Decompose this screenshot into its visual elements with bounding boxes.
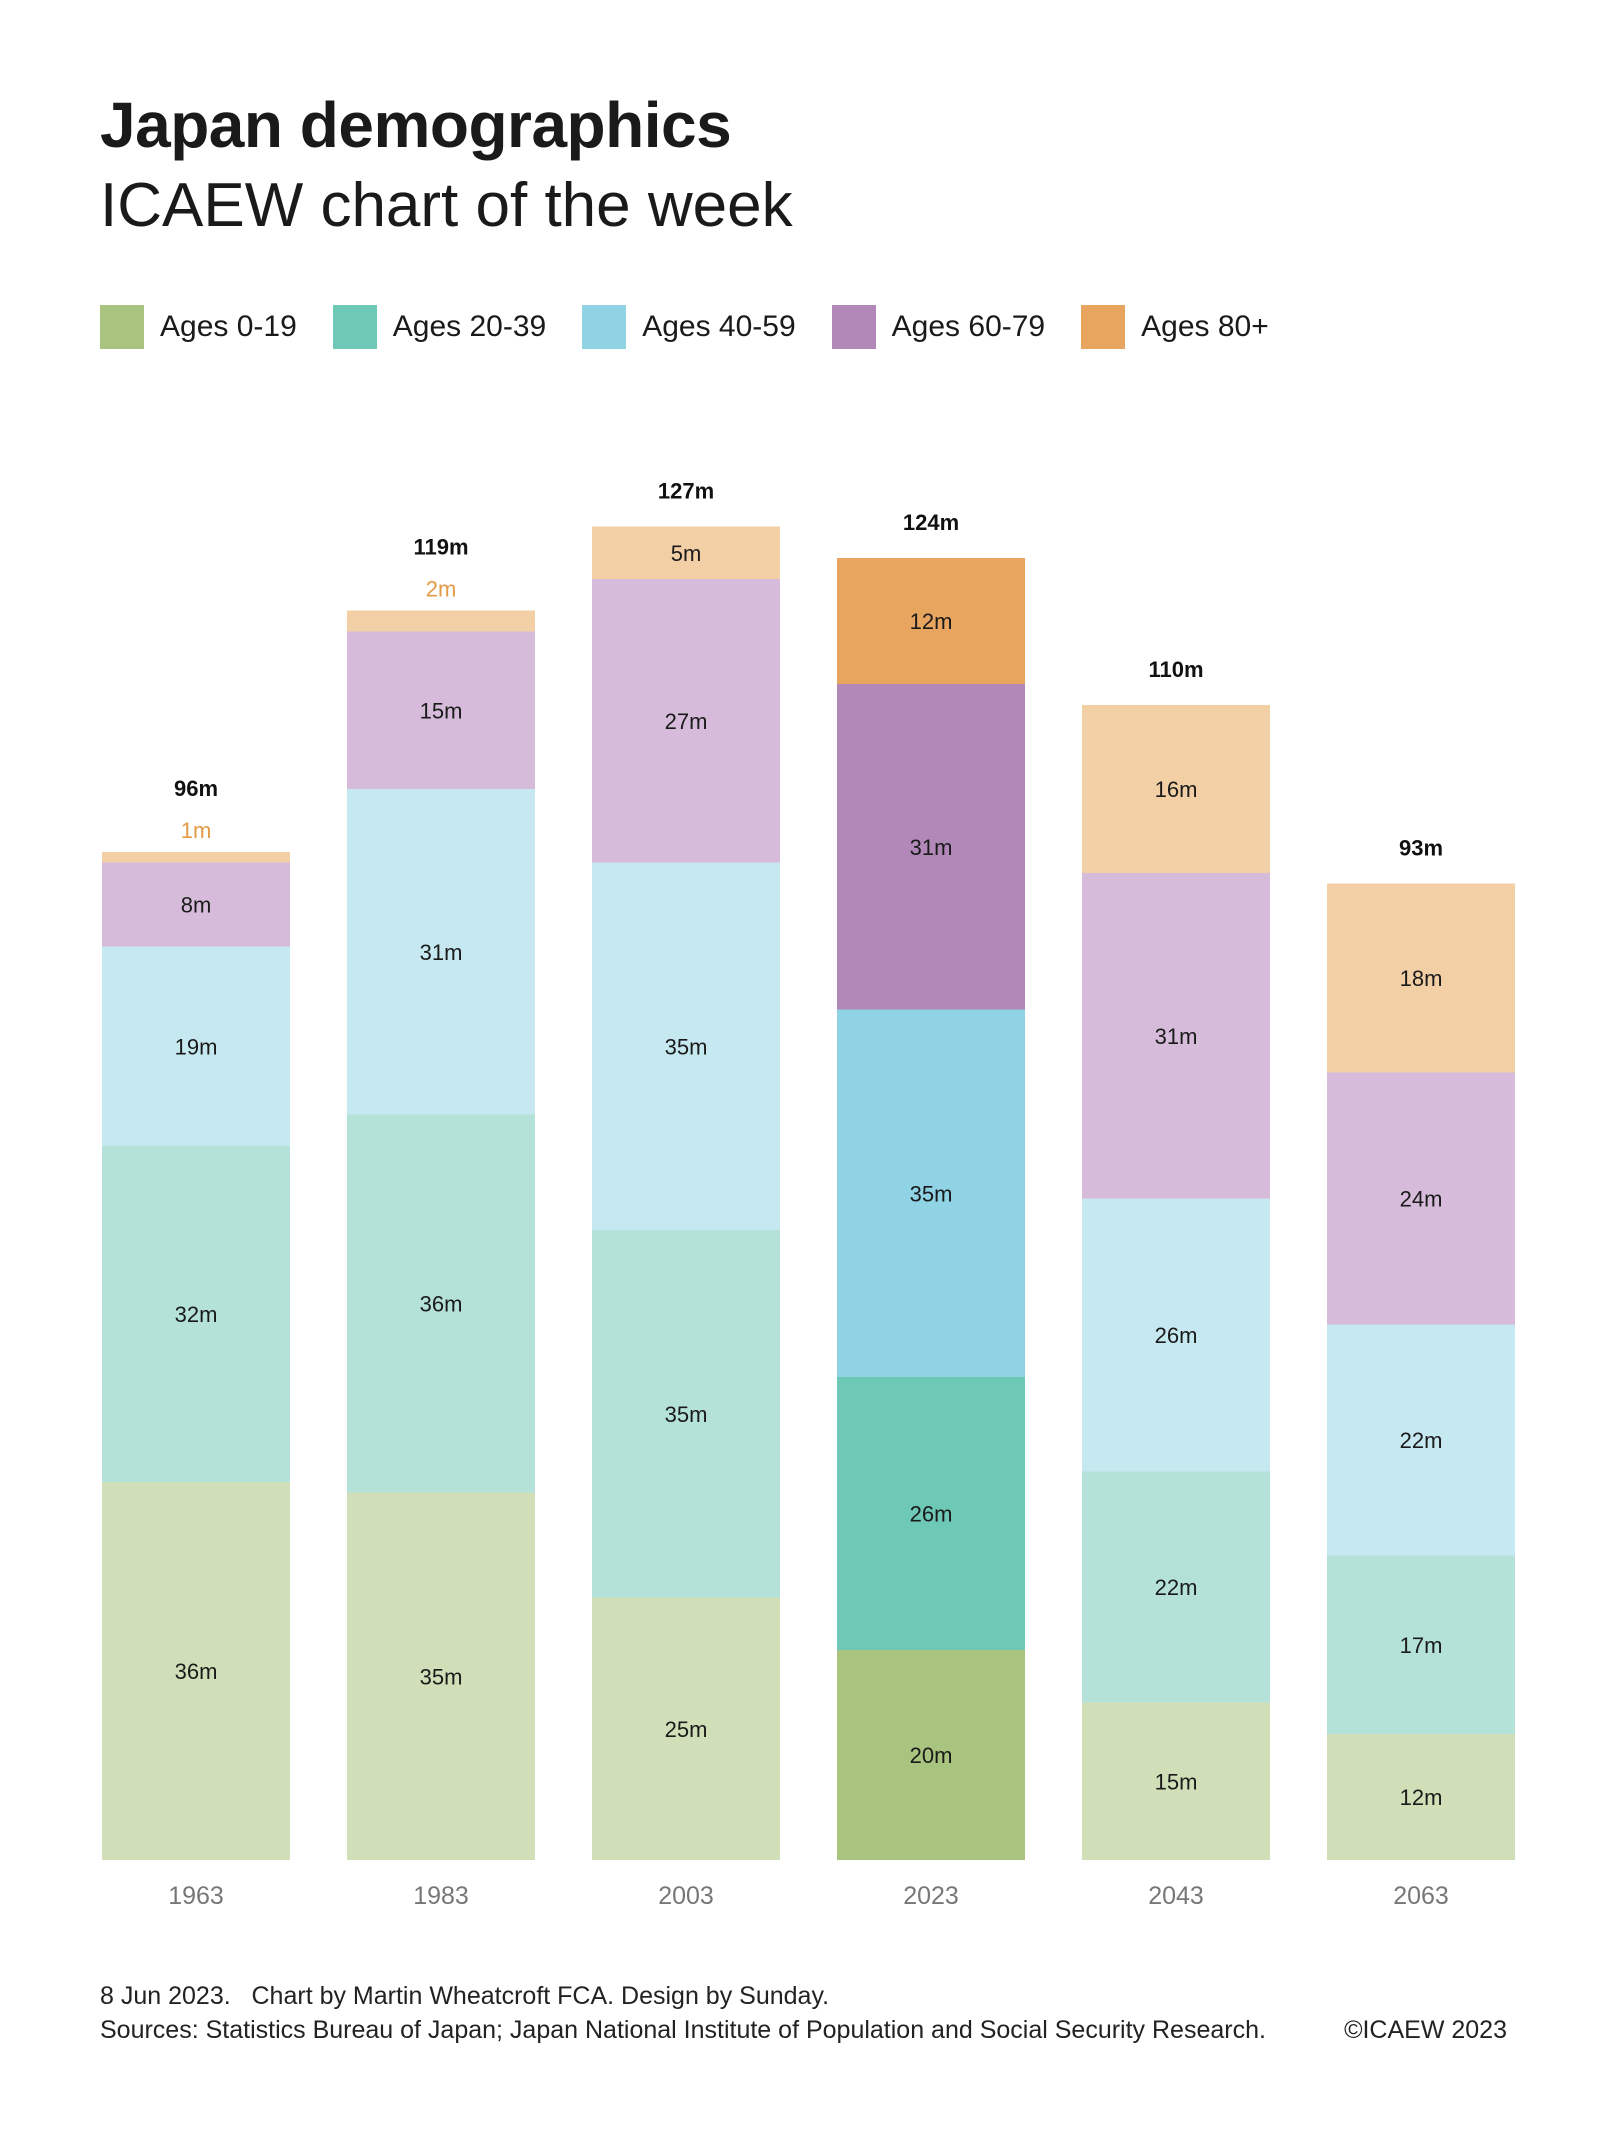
bar-value-label: 19m xyxy=(175,1034,218,1059)
bar-segment-1983-ages-0-19 xyxy=(347,1492,535,1860)
bar-segment-1963-ages-40-59 xyxy=(102,946,290,1146)
bar-segment-1963-ages-0-19 xyxy=(102,1482,290,1860)
bar-segment-2043-ages-80- xyxy=(1082,705,1270,873)
bar-segment-2043-ages-20-39 xyxy=(1082,1471,1270,1703)
bar-segment-1963-ages-20-39 xyxy=(102,1146,290,1482)
bar-value-label: 22m xyxy=(1155,1575,1198,1600)
bar-segment-2003-ages-0-19 xyxy=(592,1597,780,1860)
bar-total-label: 119m xyxy=(413,535,468,560)
bar-total-label: 124m xyxy=(903,510,959,535)
bar-segment-2023-ages-40-59 xyxy=(837,1009,1025,1377)
legend-swatch xyxy=(332,305,377,349)
bar-segment-1963-ages-60-79 xyxy=(102,862,290,947)
bar-total-label: 93m xyxy=(1399,836,1443,861)
bar-value-label: 15m xyxy=(420,698,463,723)
bar-segment-2003-ages-80- xyxy=(592,526,780,579)
bar-segment-1983-ages-80- xyxy=(347,610,535,632)
legend-item-ages-20-39: Ages 20-39 xyxy=(332,305,547,349)
bar-value-label: 2m xyxy=(426,577,457,602)
bar-value-label: 12m xyxy=(1400,1785,1443,1810)
bar-value-label: 26m xyxy=(910,1502,953,1527)
legend-swatch xyxy=(831,305,876,349)
legend-swatch xyxy=(100,305,144,349)
bar-value-label: 26m xyxy=(1155,1323,1198,1348)
bar-value-label: 25m xyxy=(665,1717,708,1742)
footer-copyright: ©ICAEW 2023 xyxy=(1344,2016,1507,2044)
legend-swatch xyxy=(582,305,627,349)
bar-value-label: 15m xyxy=(1155,1769,1198,1794)
bar-value-label: 22m xyxy=(1400,1428,1443,1453)
legend-label: Ages 40-59 xyxy=(642,310,796,343)
legend-label: Ages 0-19 xyxy=(160,310,297,343)
footer-sources: Sources: Statistics Bureau of Japan; Jap… xyxy=(100,2016,1266,2044)
bar-total-label: 96m xyxy=(174,776,218,801)
chart-subtitle: ICAEW chart of the week xyxy=(100,171,793,240)
bar-value-label: 35m xyxy=(910,1181,953,1206)
bar-value-label: 16m xyxy=(1155,777,1198,802)
bar-segment-2043-ages-40-59 xyxy=(1082,1198,1270,1472)
bar-segment-2063-ages-40-59 xyxy=(1327,1324,1515,1556)
bar-value-label: 31m xyxy=(910,835,953,860)
legend-item-ages-40-59: Ages 40-59 xyxy=(582,305,796,349)
legend: Ages 0-19 Ages 20-39 Ages 40-59 Ages 60-… xyxy=(100,305,1305,349)
bar-value-label: 35m xyxy=(665,1402,708,1427)
bar-segment-2063-ages-0-19 xyxy=(1327,1734,1515,1860)
bar-value-label: 8m xyxy=(181,893,212,918)
x-tick-label: 1963 xyxy=(168,1882,224,1910)
footer-credits: 8 Jun 2023. Chart by Martin Wheatcroft F… xyxy=(100,1982,830,2010)
x-tick-label: 2043 xyxy=(1148,1882,1204,1910)
x-tick-label: 2023 xyxy=(903,1882,959,1910)
bar-segment-2043-ages-60-79 xyxy=(1082,873,1270,1199)
bar-value-label: 36m xyxy=(420,1292,463,1317)
bar-segment-1983-ages-40-59 xyxy=(347,789,535,1115)
legend-item-ages-0-19: Ages 0-19 xyxy=(100,305,297,349)
bar-value-label: 18m xyxy=(1400,966,1443,991)
bar-value-label: 12m xyxy=(910,609,953,634)
legend-label: Ages 80+ xyxy=(1141,310,1269,343)
bar-value-label: 20m xyxy=(910,1743,953,1768)
bar-segment-2003-ages-60-79 xyxy=(592,579,780,863)
bar-segment-2003-ages-40-59 xyxy=(592,862,780,1230)
bar-total-label: 110m xyxy=(1148,657,1203,682)
legend-label: Ages 20-39 xyxy=(392,310,547,343)
bar-segment-2023-ages-60-79 xyxy=(837,684,1025,1010)
bar-value-label: 27m xyxy=(665,709,708,734)
bar-value-label: 17m xyxy=(1400,1633,1443,1658)
bar-value-label: 32m xyxy=(175,1302,218,1327)
legend-label: Ages 60-79 xyxy=(891,310,1046,343)
bar-value-label: 31m xyxy=(1155,1024,1198,1049)
legend-item-ages-80-plus: Ages 80+ xyxy=(1081,305,1269,349)
bar-value-label: 35m xyxy=(665,1034,708,1059)
bar-segment-2023-ages-20-39 xyxy=(837,1377,1025,1650)
bar-value-label: 24m xyxy=(1400,1187,1443,1212)
x-tick-label: 2063 xyxy=(1393,1882,1449,1910)
legend-swatch xyxy=(1081,305,1126,349)
bar-value-label: 5m xyxy=(671,541,702,566)
bar-segment-1963-ages-80- xyxy=(102,852,290,863)
chart-title: Japan demographics xyxy=(100,89,732,161)
bar-value-label: 1m xyxy=(181,818,212,843)
bar-value-label: 36m xyxy=(175,1659,218,1684)
stacked-bar-chart: 36m 32m 19m 8m 1m 96m 1963 35m 36m 31m 15m 2m 119m 19… xyxy=(102,479,1515,1910)
bar-total-label: 127m xyxy=(658,479,714,504)
bar-segment-2003-ages-20-39 xyxy=(592,1230,780,1598)
bar-value-label: 35m xyxy=(420,1664,463,1689)
bar-segment-2063-ages-80- xyxy=(1327,883,1515,1073)
bar-segment-1983-ages-60-79 xyxy=(347,631,535,789)
x-tick-label: 2003 xyxy=(658,1882,714,1910)
bar-segment-2063-ages-60-79 xyxy=(1327,1072,1515,1325)
bar-segment-2023-ages-0-19 xyxy=(837,1650,1025,1860)
bar-value-label: 31m xyxy=(420,940,463,965)
x-tick-label: 1983 xyxy=(413,1882,469,1910)
legend-item-ages-60-79: Ages 60-79 xyxy=(831,305,1046,349)
bar-segment-2063-ages-20-39 xyxy=(1327,1555,1515,1734)
bar-segment-1983-ages-20-39 xyxy=(347,1114,535,1493)
bar-segment-2023-ages-80- xyxy=(837,558,1025,684)
bar-segment-2043-ages-0-19 xyxy=(1082,1702,1270,1860)
